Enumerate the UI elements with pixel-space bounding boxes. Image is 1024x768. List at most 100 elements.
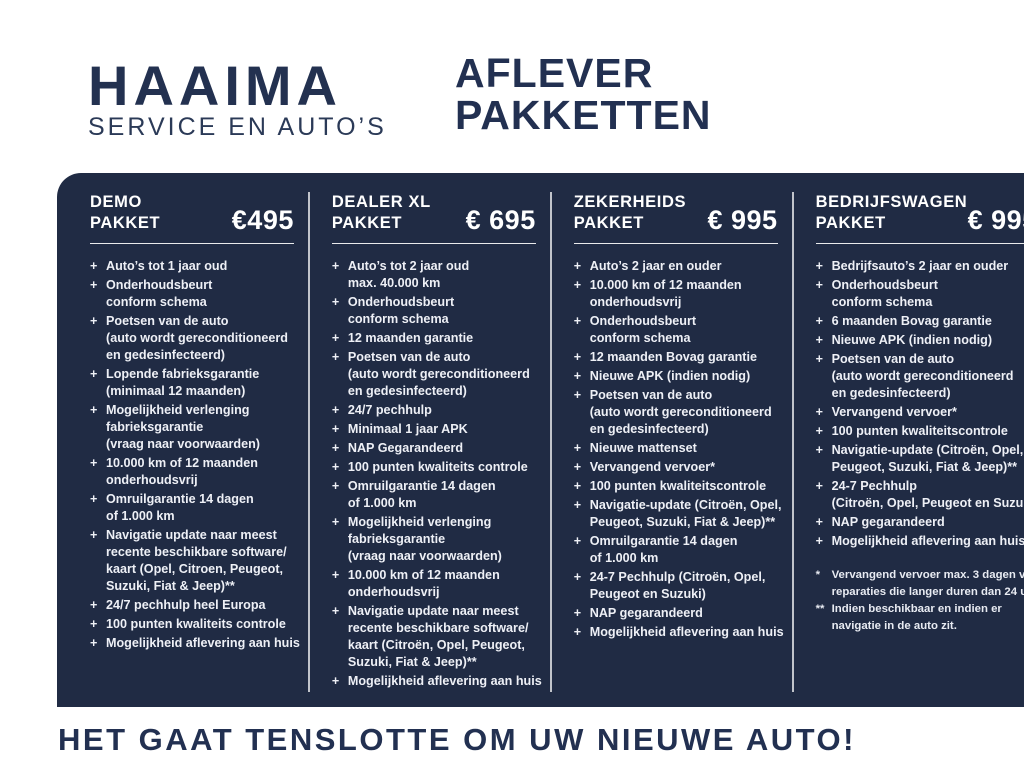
package-column: DEALER XL PAKKET € 695 + Auto’s tot 2 jaar o… xyxy=(307,192,550,692)
package-feature: + Onderhoudsbeurt conform schema xyxy=(816,277,1024,311)
package-title-line: DEMO xyxy=(90,193,142,211)
package-feature: + Bedrijfsauto’s 2 jaar en ouder xyxy=(816,258,1024,275)
feature-line: NAP gegarandeerd xyxy=(589,606,703,620)
plus-icon: + xyxy=(331,515,340,529)
feature-line: (auto wordt gereconditioneerd xyxy=(831,369,1014,383)
footnote-marker: * xyxy=(815,569,821,581)
plus-icon: + xyxy=(815,259,823,273)
feature-line: en gedesinfecteerd) xyxy=(589,422,709,436)
feature-text: 6 maanden Bovag garantie xyxy=(832,313,992,330)
feature-text: Nieuwe APK (indien nodig) xyxy=(590,368,750,385)
feature-text: Onderhoudsbeurt conform schema xyxy=(348,294,454,328)
feature-text: 24-7 Pechhulp (Citroën, Opel, Peugeot en … xyxy=(832,478,1024,512)
feature-line: Poetsen van de auto xyxy=(347,350,471,364)
feature-line: conform schema xyxy=(106,295,207,309)
feature-line: Omruilgarantie 14 dagen xyxy=(347,479,496,493)
brand-tagline: SERVICE EN AUTO’S xyxy=(88,113,387,141)
plus-icon: + xyxy=(573,314,582,328)
package-header: BEDRIJFSWAGEN PAKKET € 995 xyxy=(816,192,1024,234)
package-feature: +12 maanden Bovag garantie xyxy=(574,349,784,366)
plus-icon: + xyxy=(573,259,582,273)
feature-text: 10.000 km of 12 maanden onderhoudsvrij xyxy=(590,277,742,311)
feature-line: 24/7 pechhulp heel Europa xyxy=(106,598,266,612)
feature-line: Minimaal 1 jaar APK xyxy=(347,422,468,436)
package-feature: + NAP Gegarandeerd xyxy=(332,440,542,457)
feature-line: onderhoudsvrij xyxy=(106,473,198,487)
feature-line: Omruilgarantie 14 dagen xyxy=(106,492,254,506)
package-title: ZEKERHEIDS PAKKET xyxy=(574,192,686,234)
feature-line: Nieuwe mattenset xyxy=(589,441,697,455)
package-feature: + Lopende fabrieksgarantie (minimaal 12 ma… xyxy=(90,366,300,400)
plus-icon: + xyxy=(90,528,98,542)
feature-text: Onderhoudsbeurt conform schema xyxy=(832,277,938,311)
feature-line: Suzuki, Fiat & Jeep)** xyxy=(106,579,235,593)
feature-line: en gedesinfecteerd) xyxy=(831,386,951,400)
feature-line: max. 40.000 km xyxy=(347,276,441,290)
feature-line: en gedesinfecteerd) xyxy=(106,348,225,362)
package-title: DEMO PAKKET xyxy=(90,192,160,234)
feature-line: kaart (Opel, Citroen, Peugeot, xyxy=(106,562,284,576)
feature-text: 100 punten kwaliteitscontrole xyxy=(590,478,766,495)
package-feature: + Auto’s tot 2 jaar oud max. 40.000 km xyxy=(332,258,542,292)
feature-line: NAP gegarandeerd xyxy=(831,515,945,529)
feature-line: 100 punten kwaliteitscontrole xyxy=(589,479,767,493)
plus-icon: + xyxy=(573,570,582,584)
package-feature: +10.000 km of 12 maanden onderhoudsvrij xyxy=(574,277,784,311)
feature-text: Omruilgarantie 14 dagen of 1.000 km xyxy=(590,533,738,567)
packages-panel: DEMO PAKKET €495 + Auto’s tot 1 jaar oud + Ond… xyxy=(57,173,1024,707)
feature-text: 10.000 km of 12 maanden onderhoudsvrij xyxy=(106,455,258,489)
feature-text: Poetsen van de auto (auto wordt gerecondi… xyxy=(832,351,1014,402)
feature-line: Vervangend vervoer* xyxy=(831,405,957,419)
feature-text: Lopende fabrieksgarantie (minimaal 12 maa… xyxy=(106,366,259,400)
page-title-line1: AFLEVER xyxy=(455,50,654,96)
feature-line: (auto wordt gereconditioneerd xyxy=(106,331,288,345)
feature-line: (auto wordt gereconditioneerd xyxy=(589,405,772,419)
feature-text: 24/7 pechhulp heel Europa xyxy=(106,597,266,614)
feature-line: Nieuwe APK (indien nodig) xyxy=(831,333,993,347)
package-feature: + Poetsen van de auto (auto wordt gerecond… xyxy=(90,313,300,364)
feature-text: Poetsen van de auto (auto wordt gerecondi… xyxy=(348,349,530,400)
plus-icon: + xyxy=(573,498,582,512)
feature-text: Mogelijkheid aflevering aan huis xyxy=(348,673,542,690)
feature-line: 12 maanden garantie xyxy=(347,331,474,345)
package-feature: + Omruilgarantie 14 dagen of 1.000 km xyxy=(574,533,784,567)
package-feature: + Onderhoudsbeurt conform schema xyxy=(574,313,784,347)
package-feature: + Minimaal 1 jaar APK xyxy=(332,421,542,438)
feature-line: of 1.000 km xyxy=(589,551,659,565)
feature-text: Onderhoudsbeurt conform schema xyxy=(106,277,212,311)
package-feature: + Nieuwe APK (indien nodig) xyxy=(574,368,784,385)
package-feature: + Navigatie update naar meest recente besc… xyxy=(332,603,542,671)
plus-icon: + xyxy=(815,443,823,457)
feature-line: Vervangend vervoer max. 3 dagen voor xyxy=(831,569,1024,581)
feature-line: Auto’s tot 2 jaar oud xyxy=(347,259,470,273)
plus-icon: + xyxy=(815,333,823,347)
feature-line: onderhoudsvrij xyxy=(347,585,440,599)
plus-icon: + xyxy=(573,388,582,402)
plus-icon: + xyxy=(815,278,823,292)
feature-line: fabrieksgarantie xyxy=(347,532,446,546)
plus-icon: + xyxy=(331,259,340,273)
plus-icon: + xyxy=(331,441,340,455)
feature-line: (vraag naar voorwaarden) xyxy=(347,549,502,563)
feature-line: Mogelijkheid verlenging xyxy=(347,515,492,529)
plus-icon: + xyxy=(331,479,340,493)
feature-text: Mogelijkheid aflevering aan huis xyxy=(106,635,300,652)
package-title-line: PAKKET xyxy=(90,214,161,232)
title-divider xyxy=(815,243,1024,244)
feature-text: Auto’s tot 2 jaar oud max. 40.000 km xyxy=(348,258,469,292)
feature-line: navigatie in de auto zit. xyxy=(831,619,957,632)
package-feature: + Mogelijkheid verlenging fabrieksgarantie… xyxy=(90,402,300,453)
package-feature: + Vervangend vervoer* xyxy=(816,404,1024,421)
package-feature: + Auto’s tot 1 jaar oud xyxy=(90,258,300,275)
package-feature: +24-7 Pechhulp (Citroën, Opel, Peugeot en… xyxy=(574,569,784,603)
plus-icon: + xyxy=(90,636,98,650)
feature-line: Mogelijkheid verlenging xyxy=(106,403,250,417)
feature-line: conform schema xyxy=(589,331,691,345)
plus-icon: + xyxy=(331,422,340,436)
feature-line: Poetsen van de auto xyxy=(106,314,229,328)
feature-line: Nieuwe APK (indien nodig) xyxy=(589,369,751,383)
feature-line: recente beschikbare software/ xyxy=(106,545,287,559)
plus-icon: + xyxy=(815,314,823,328)
feature-line: 6 maanden Bovag garantie xyxy=(831,314,992,328)
plus-icon: + xyxy=(573,350,582,364)
